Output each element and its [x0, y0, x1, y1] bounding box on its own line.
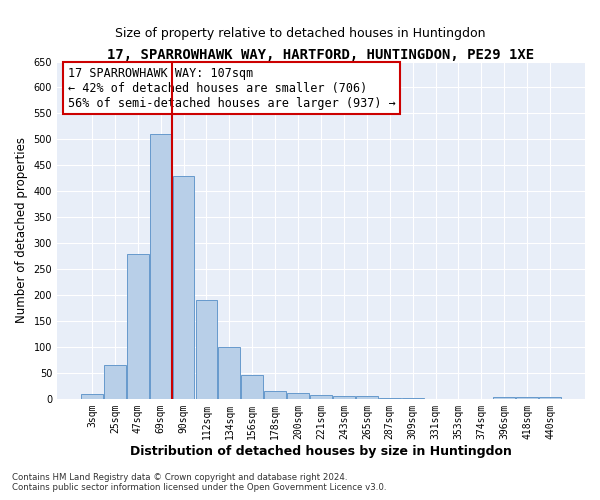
Text: Contains public sector information licensed under the Open Government Licence v3: Contains public sector information licen… — [12, 484, 386, 492]
Text: Size of property relative to detached houses in Huntingdon: Size of property relative to detached ho… — [115, 28, 485, 40]
Bar — [287, 393, 309, 399]
Bar — [402, 398, 424, 399]
Y-axis label: Number of detached properties: Number of detached properties — [15, 137, 28, 323]
Bar — [150, 134, 172, 399]
Bar — [356, 396, 378, 399]
Text: Contains HM Land Registry data © Crown copyright and database right 2024.: Contains HM Land Registry data © Crown c… — [12, 474, 347, 482]
Bar — [81, 394, 103, 399]
Bar — [493, 398, 515, 399]
Title: 17, SPARROWHAWK WAY, HARTFORD, HUNTINGDON, PE29 1XE: 17, SPARROWHAWK WAY, HARTFORD, HUNTINGDO… — [107, 48, 535, 62]
Bar — [333, 396, 355, 399]
Bar — [310, 394, 332, 399]
Bar — [218, 347, 240, 399]
Bar — [517, 398, 538, 399]
Text: 17 SPARROWHAWK WAY: 107sqm
← 42% of detached houses are smaller (706)
56% of sem: 17 SPARROWHAWK WAY: 107sqm ← 42% of deta… — [68, 66, 395, 110]
Bar — [104, 365, 126, 399]
Bar — [173, 176, 194, 399]
Bar — [196, 300, 217, 399]
X-axis label: Distribution of detached houses by size in Huntingdon: Distribution of detached houses by size … — [130, 444, 512, 458]
Bar — [539, 398, 561, 399]
Bar — [379, 398, 401, 399]
Bar — [265, 390, 286, 399]
Bar — [241, 375, 263, 399]
Bar — [127, 254, 149, 399]
